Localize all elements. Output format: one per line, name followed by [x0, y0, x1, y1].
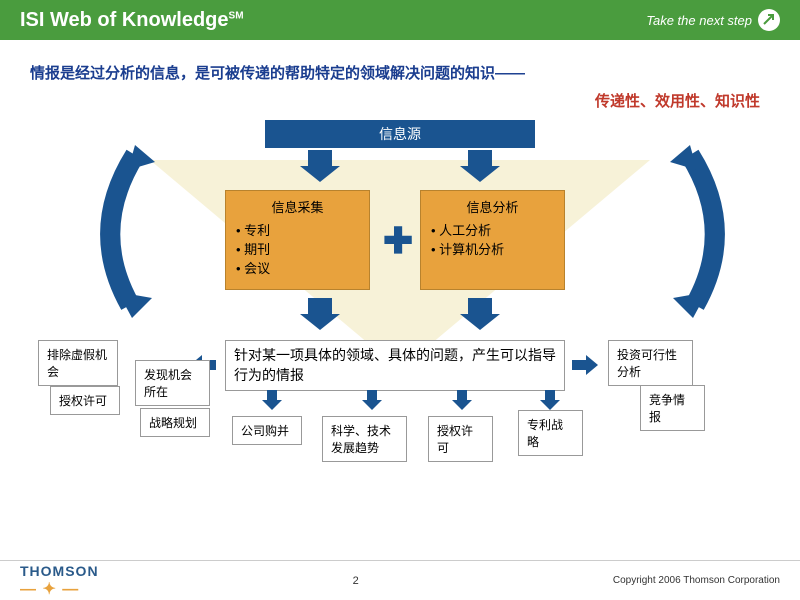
collect-item: 期刊 [236, 239, 359, 258]
footer-logo: THOMSON — ✦ — [20, 563, 99, 599]
result-box: 针对某一项具体的领域、具体的问题，产生可以指导行为的情报 [225, 340, 565, 391]
left-box-2: 授权许可 [50, 386, 120, 415]
source-bar: 信息源 [265, 120, 535, 148]
arrow-collect-to-result [300, 298, 340, 330]
arrow-bottom-2 [362, 390, 382, 410]
arrow-bottom-4 [540, 390, 560, 410]
arrow-result-right [572, 355, 598, 375]
collect-title: 信息采集 [236, 197, 359, 216]
arrow-source-to-collect [300, 150, 340, 182]
collect-list: 专利 期刊 会议 [236, 220, 359, 277]
collect-item: 专利 [236, 220, 359, 239]
left-box-3: 发现机会所在 [135, 360, 210, 406]
right-box-1: 投资可行性分析 [608, 340, 693, 386]
analyze-item: 人工分析 [431, 220, 554, 239]
left-box-1: 排除虚假机会 [38, 340, 118, 386]
logo-text: THOMSON [20, 563, 99, 579]
brand-text: ISI Web of Knowledge [20, 9, 229, 31]
arrow-source-to-analyze [460, 150, 500, 182]
bottom-box-2: 科学、技术发展趋势 [322, 416, 407, 462]
bottom-box-3: 授权许可 [428, 416, 493, 462]
right-box-2: 专利战略 [518, 410, 583, 456]
arrow-bottom-1 [262, 390, 282, 410]
collect-box: 信息采集 专利 期刊 会议 [225, 190, 370, 290]
analyze-list: 人工分析 计算机分析 [431, 220, 554, 258]
brand-title: ISI Web of KnowledgeSM [20, 9, 244, 32]
left-cycle-arrow [80, 140, 160, 330]
copyright-text: Copyright 2006 Thomson Corporation [613, 575, 780, 586]
subtitle-text: 传递性、效用性、知识性 [595, 90, 760, 111]
arrow-analyze-to-result [460, 298, 500, 330]
page-number: 2 [353, 575, 359, 587]
analyze-item: 计算机分析 [431, 239, 554, 258]
tagline-text: Take the next step [646, 13, 752, 28]
header-bar: ISI Web of KnowledgeSM Take the next ste… [0, 0, 800, 40]
left-box-4: 战略规划 [140, 408, 210, 437]
right-box-3: 竞争情报 [640, 385, 705, 431]
analyze-title: 信息分析 [431, 197, 554, 216]
star-icon: — ✦ — [20, 581, 79, 598]
plus-icon: ✚ [383, 220, 413, 262]
analyze-box: 信息分析 人工分析 计算机分析 [420, 190, 565, 290]
header-tagline: Take the next step [646, 9, 780, 31]
arrow-bottom-3 [452, 390, 472, 410]
collect-item: 会议 [236, 258, 359, 277]
next-step-icon [758, 9, 780, 31]
main-title: 情报是经过分析的信息，是可被传递的帮助特定的领域解决问题的知识—— [30, 62, 525, 83]
bottom-box-1: 公司购并 [232, 416, 302, 445]
diagram-content: 情报是经过分析的信息，是可被传递的帮助特定的领域解决问题的知识—— 传递性、效用… [0, 40, 800, 560]
right-cycle-arrow [665, 140, 745, 330]
footer-bar: THOMSON — ✦ — 2 Copyright 2006 Thomson Co… [0, 560, 800, 600]
